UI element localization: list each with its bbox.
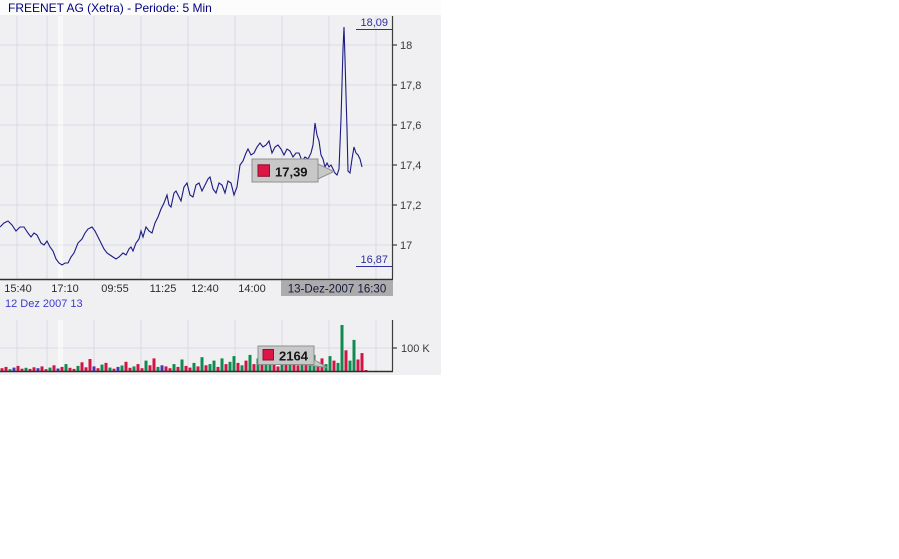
volume-bars <box>0 325 368 372</box>
last-price-flag: 17,39 <box>251 158 336 183</box>
ytick-17-4: 17,4 <box>400 160 421 172</box>
chart-title-bar: FREENET AG (Xetra) - Periode: 5 Min <box>0 0 441 15</box>
chart-application: FREENET AG (Xetra) - Periode: 5 Min <box>0 0 441 375</box>
time-label-1240: 12:40 <box>191 283 219 295</box>
time-label-1710: 17:10 <box>51 283 79 295</box>
last-volume-marker-icon <box>262 349 274 361</box>
axis-ticks <box>392 44 397 349</box>
high-price-label: 18,09 <box>360 17 388 29</box>
time-label-1400: 14:00 <box>238 283 266 295</box>
chart-title: FREENET AG (Xetra) - Periode: 5 Min <box>8 1 212 15</box>
ytick-17-6: 17,6 <box>400 120 421 132</box>
current-time-highlight-bg <box>281 280 393 296</box>
current-time-label: 13-Dez-2007 16:30 <box>288 284 386 296</box>
last-price-value: 17,39 <box>275 165 308 180</box>
price-plot-area[interactable] <box>0 16 392 279</box>
day-separator-band <box>58 16 63 279</box>
axes <box>0 16 397 373</box>
ytick-17-8: 17,8 <box>400 80 421 92</box>
ytick-17: 17 <box>400 240 412 252</box>
last-price-marker-icon <box>257 164 270 177</box>
session-date-label: 12 Dez 2007 13 <box>5 298 83 310</box>
last-volume-value: 2164 <box>279 349 309 364</box>
price-line <box>0 26 363 266</box>
chart-canvas: 18 17,8 17,6 17,4 17,2 17 18,09 16,87 15… <box>0 15 441 375</box>
day-separator-band-volume <box>58 320 63 371</box>
ytick-18: 18 <box>400 40 412 52</box>
chart-background <box>0 15 441 375</box>
ytick-17-2: 17,2 <box>400 200 421 212</box>
time-label-1125: 11:25 <box>150 283 177 295</box>
current-time-highlight: 13-Dez-2007 16:30 <box>281 280 393 296</box>
time-label-1540: 15:40 <box>4 283 32 295</box>
volume-ytick-100k: 100 K <box>401 343 430 355</box>
gridlines <box>0 16 392 371</box>
low-price-label: 16,87 <box>360 254 388 266</box>
last-volume-flag: 2164 <box>257 345 328 368</box>
time-label-0955: 09:55 <box>101 283 129 295</box>
